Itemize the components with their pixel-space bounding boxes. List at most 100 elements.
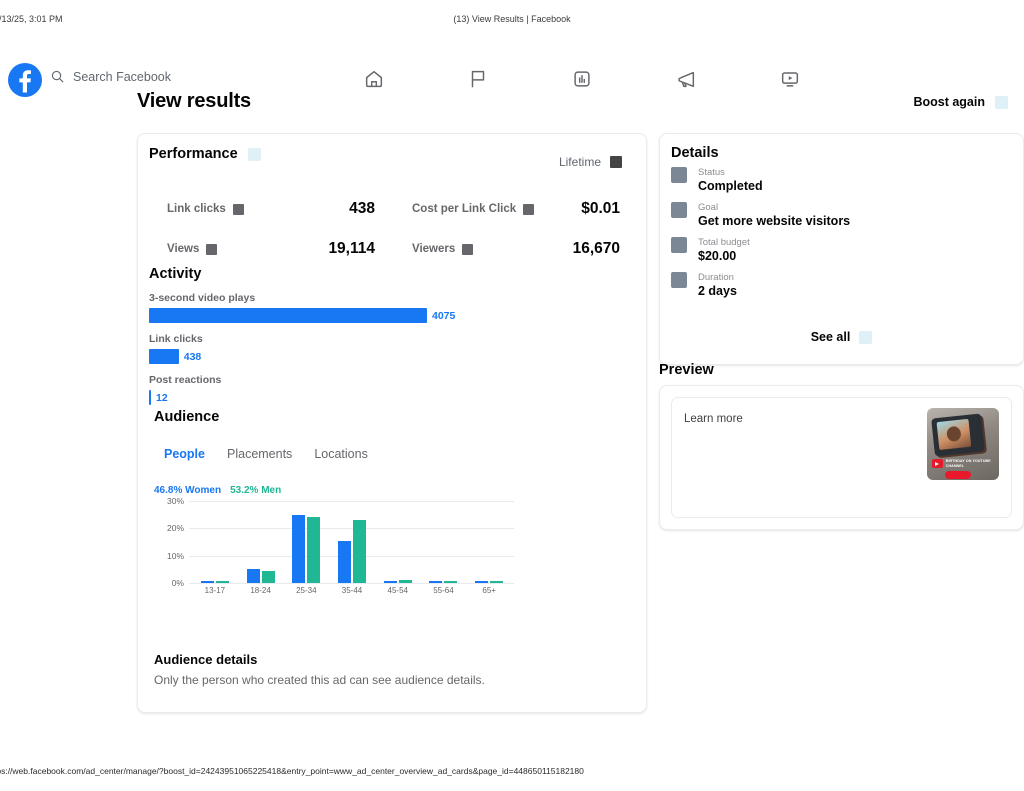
x-axis-tick: 13-17: [204, 586, 226, 595]
chart-bar: [246, 568, 260, 583]
x-axis-tick: 18-24: [250, 586, 271, 595]
activity-value: 4075: [432, 309, 456, 322]
activity-value: 12: [156, 391, 168, 404]
print-timestamp: 0/13/25, 3:01 PM: [0, 14, 63, 24]
info-icon[interactable]: [462, 243, 474, 255]
see-all-button[interactable]: See all: [660, 330, 1023, 344]
boost-again-button[interactable]: Boost again: [913, 95, 1008, 109]
preview-card: Preview Learn more BIRTHDAY ON YOUTUBE C…: [659, 362, 1024, 530]
activity-item: 3-second video plays 4075: [149, 292, 639, 323]
tv-illustration: [931, 413, 985, 457]
bar-chart-icon[interactable]: [568, 66, 596, 92]
chart-bar: [475, 581, 489, 583]
search-icon: [50, 69, 65, 84]
activity-bar: [149, 308, 427, 323]
subscribe-pill: [945, 471, 971, 479]
budget-icon: [671, 237, 687, 253]
facebook-logo-icon[interactable]: [8, 63, 42, 97]
chart-bar: [398, 580, 412, 583]
print-header: 0/13/25, 3:01 PM (13) View Results | Fac…: [0, 0, 1024, 30]
activity-label: Post reactions: [149, 374, 222, 386]
print-footer-url: tps://web.facebook.com/ad_center/manage/…: [0, 766, 584, 776]
flag-icon[interactable]: [464, 66, 492, 92]
metric-viewers: Viewers 16,670: [383, 229, 628, 269]
x-axis-tick: 25-34: [296, 586, 317, 595]
metric-views: Views 19,114: [138, 229, 383, 269]
search-input-placeholder: Search Facebook: [73, 69, 171, 84]
video-icon[interactable]: [776, 66, 804, 92]
chart-bar: [200, 581, 214, 583]
details-key: Duration: [698, 272, 734, 283]
metric-value: 438: [349, 200, 375, 217]
performance-header: Performance: [149, 146, 261, 162]
legend-men: 53.2% Men: [230, 485, 282, 496]
megaphone-icon[interactable]: [672, 66, 700, 92]
metric-label: Cost per Link Click: [412, 203, 517, 215]
chevron-down-icon: [610, 156, 622, 168]
boost-again-label: Boost again: [913, 95, 985, 109]
metric-row: Views 19,114 Viewers 16,670: [138, 229, 648, 269]
activity-section: Activity 3-second video plays 4075 Link …: [149, 266, 639, 415]
duration-icon: [671, 272, 687, 288]
details-key: Total budget: [698, 237, 750, 248]
home-icon[interactable]: [360, 66, 388, 92]
see-all-label: See all: [810, 330, 851, 344]
goal-icon: [671, 202, 687, 218]
tv-screen: [936, 418, 972, 451]
details-value: Get more website visitors: [698, 214, 851, 228]
person-avatar: [946, 425, 962, 443]
preview-thumbnail[interactable]: BIRTHDAY ON YOUTUBE CHANNEL: [927, 408, 999, 480]
tab-locations[interactable]: Locations: [314, 447, 368, 461]
info-icon[interactable]: [232, 203, 244, 215]
x-axis-tick: 45-54: [387, 586, 408, 595]
legend-women: 46.8% Women: [154, 485, 222, 496]
activity-item: Link clicks 438: [149, 333, 639, 364]
y-axis-tick: 0%: [171, 578, 184, 588]
activity-value: 438: [183, 350, 202, 363]
performance-title: Performance: [149, 146, 238, 162]
chart-bar: [353, 520, 367, 583]
print-document-title: (13) View Results | Facebook: [453, 14, 571, 24]
y-axis-tick: 30%: [166, 496, 184, 506]
y-axis-tick: 10%: [166, 550, 184, 561]
metric-row: Link clicks 438 Cost per Link Click $0.0…: [138, 189, 648, 229]
youtube-play-icon: [932, 459, 943, 468]
age-gender-bar-chart: 0% 10% 20% 30% 13-17 18-24 25-34 35-44 45-54 55-6…: [154, 496, 514, 601]
chart-bar-group: 45-54: [375, 501, 421, 595]
x-axis-tick: 65+: [482, 586, 496, 595]
details-row-total-budget: Total budget $20.00: [671, 237, 1011, 263]
chart-bar: [429, 581, 443, 583]
date-range-selector[interactable]: Lifetime: [559, 155, 622, 169]
chart-bar: [261, 571, 275, 583]
chart-bar-group: 55-64: [421, 501, 467, 595]
metrics-grid: Link clicks 438 Cost per Link Click $0.0…: [138, 189, 648, 269]
metric-value: 16,670: [572, 240, 620, 257]
metric-label: Viewers: [412, 243, 456, 255]
chart-bar: [215, 581, 229, 583]
tab-placements[interactable]: Placements: [227, 447, 293, 461]
info-icon[interactable]: [523, 203, 535, 215]
search-facebook[interactable]: Search Facebook: [50, 69, 171, 84]
metric-value: 19,114: [328, 240, 375, 257]
info-icon[interactable]: [247, 147, 261, 161]
preview-ad-frame[interactable]: Learn more BIRTHDAY ON YOUTUBE CHANNEL: [671, 397, 1012, 518]
x-axis-tick: 35-44: [341, 586, 363, 595]
audience-details-section: Audience details Only the person who cre…: [154, 652, 624, 687]
date-range-label: Lifetime: [558, 155, 601, 169]
chart-bar: [338, 541, 352, 583]
audience-title: Audience: [154, 409, 220, 425]
activity-title: Activity: [149, 266, 202, 282]
details-list: Status Completed Goal Get more website v…: [671, 167, 1011, 307]
chart-bar: [307, 517, 321, 583]
audience-details-title: Audience details: [154, 652, 258, 667]
activity-bar: [149, 390, 151, 405]
tab-people[interactable]: People: [164, 447, 205, 461]
y-axis-tick: 20%: [166, 523, 184, 534]
chart-gridline: [189, 528, 514, 530]
details-value: $20.00: [698, 249, 737, 263]
metric-link-clicks: Link clicks 438: [138, 189, 383, 229]
info-icon[interactable]: [206, 243, 218, 255]
details-card: Details Status Completed Goal Get more w…: [659, 133, 1024, 365]
chart-bar-group: 18-24: [238, 501, 284, 595]
details-value: Completed: [698, 179, 763, 193]
